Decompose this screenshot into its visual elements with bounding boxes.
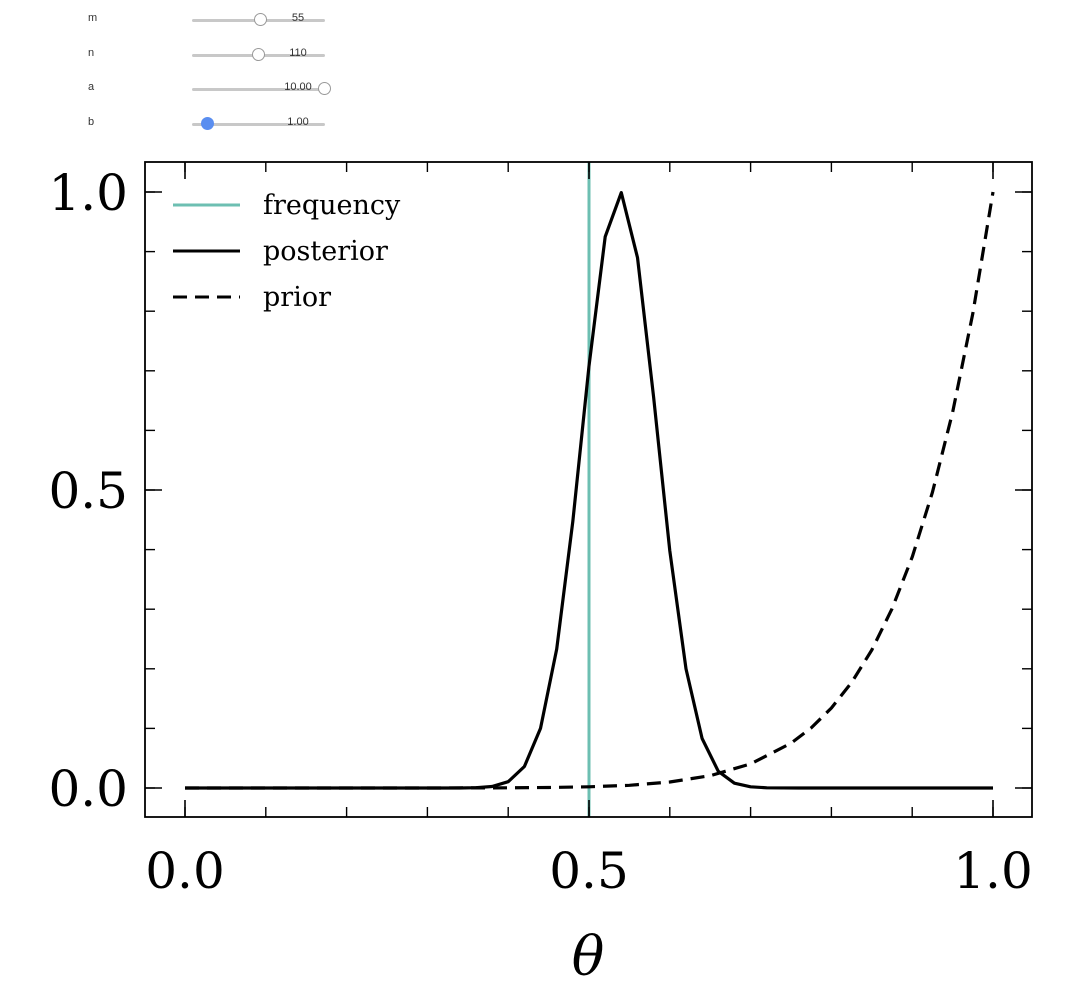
slider-value: 10.00 — [284, 81, 312, 93]
slider-handle[interactable] — [254, 13, 268, 26]
slider-handle[interactable] — [318, 82, 331, 95]
series-posterior-line — [185, 191, 993, 790]
slider-label: m — [88, 12, 98, 24]
slider-b[interactable]: b 1.00 — [80, 114, 340, 134]
slider-handle[interactable] — [200, 116, 214, 130]
slider-handle[interactable] — [251, 47, 265, 61]
slider-value: 1.00 — [287, 115, 309, 128]
slider-value: 110 — [289, 46, 307, 59]
slider-value: 55 — [291, 12, 305, 24]
slider-label: b — [88, 115, 95, 128]
y-tick-label: 1.0 — [48, 164, 128, 222]
x-tick-label: 1.0 — [953, 842, 1033, 900]
slider-track[interactable] — [192, 82, 331, 95]
legend-label-prior: prior — [263, 282, 331, 313]
slider-label: n — [88, 46, 95, 59]
y-tick-label: 0.0 — [48, 760, 128, 818]
y-tick-label: 0.5 — [48, 462, 128, 520]
legend-label-frequency: frequency — [263, 190, 401, 221]
legend: frequency posterior prior — [173, 190, 401, 313]
slider-a[interactable]: a 10.00 — [80, 79, 340, 99]
x-tick-label: 0.0 — [145, 842, 225, 900]
slider-n[interactable]: n 110 — [80, 45, 340, 65]
legend-label-posterior: posterior — [263, 236, 388, 267]
x-tick-label: 0.5 — [549, 842, 629, 900]
slider-m[interactable]: m 55 — [80, 10, 340, 30]
slider-track[interactable] — [192, 47, 325, 61]
slider-track[interactable] — [192, 13, 325, 26]
slider-label: a — [88, 81, 95, 93]
x-axis-label: θ — [572, 925, 605, 988]
slider-track[interactable] — [192, 116, 325, 130]
